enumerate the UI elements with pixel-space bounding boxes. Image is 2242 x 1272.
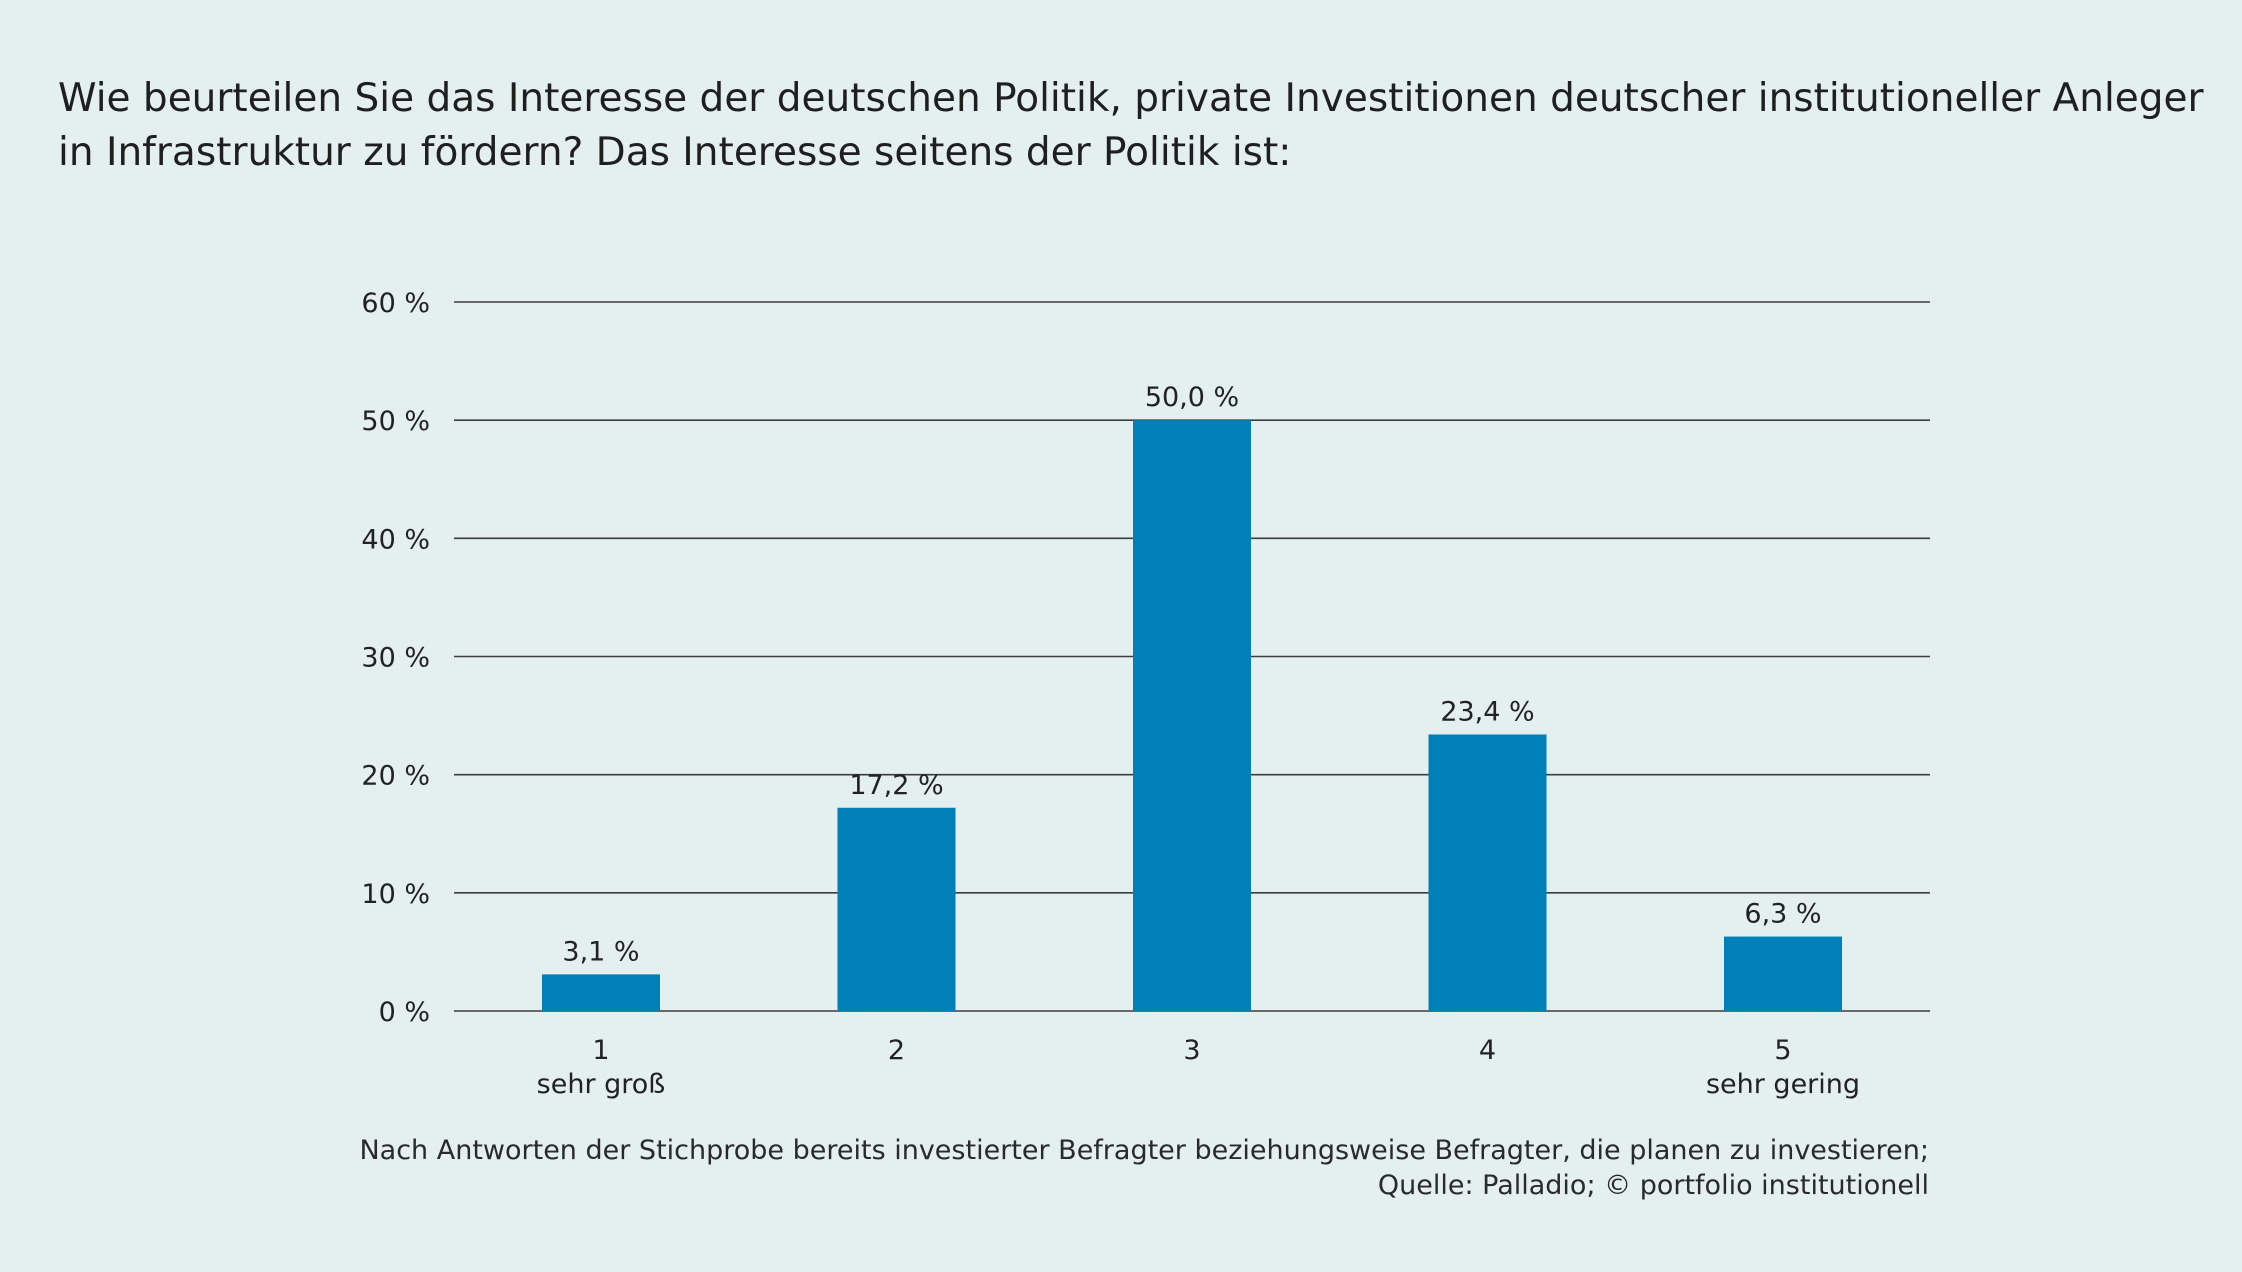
chart-title: Wie beurteilen Sie das Interesse der deu… xyxy=(58,72,2204,180)
x-tick-label: 3 xyxy=(1183,1035,1200,1066)
x-tick-label: 1 xyxy=(592,1035,609,1066)
bar xyxy=(1133,420,1251,1012)
bar-data-label: 23,4 % xyxy=(1440,696,1534,727)
y-tick-label: 50 % xyxy=(361,406,430,437)
bar-data-label: 17,2 % xyxy=(849,770,943,801)
bar xyxy=(1428,734,1547,1011)
bar-data-label: 6,3 % xyxy=(1744,899,1821,930)
bar-data-label: 50,0 % xyxy=(1145,382,1239,413)
y-tick-label: 0 % xyxy=(379,997,430,1028)
footnote-line-1: Nach Antworten der Stichprobe bereits in… xyxy=(359,1135,1929,1166)
x-tick-label: 4 xyxy=(1479,1035,1496,1066)
source-footnote: Nach Antworten der Stichprobe bereits in… xyxy=(359,1133,1929,1203)
x-tick-sublabel: sehr gering xyxy=(1706,1069,1860,1100)
footnote-line-2: Quelle: Palladio; © portfolio institutio… xyxy=(1377,1170,1929,1201)
y-tick-label: 10 % xyxy=(361,879,430,910)
y-tick-label: 60 % xyxy=(361,288,430,319)
y-tick-label: 20 % xyxy=(361,761,430,792)
bar-data-label: 3,1 % xyxy=(562,936,639,967)
y-axis-tick-labels: 0 % 10 % 20 % 30 % 40 % 50 % 60 % xyxy=(361,288,430,1028)
bars xyxy=(542,420,1842,1012)
y-tick-label: 40 % xyxy=(361,524,430,555)
x-tick-sublabel: sehr groß xyxy=(537,1069,666,1100)
y-tick-label: 30 % xyxy=(361,643,430,674)
bar xyxy=(1724,936,1842,1011)
bar xyxy=(542,974,660,1011)
x-tick-label: 2 xyxy=(888,1035,905,1066)
x-tick-label: 5 xyxy=(1774,1035,1791,1066)
chart-title-line-1: Wie beurteilen Sie das Interesse der deu… xyxy=(58,76,2204,121)
chart-title-line-2: in Infrastruktur zu fördern? Das Interes… xyxy=(58,130,1292,175)
data-labels: 3,1 % 17,2 % 50,0 % 23,4 % 6,3 % xyxy=(562,382,1821,967)
bar xyxy=(837,807,956,1011)
